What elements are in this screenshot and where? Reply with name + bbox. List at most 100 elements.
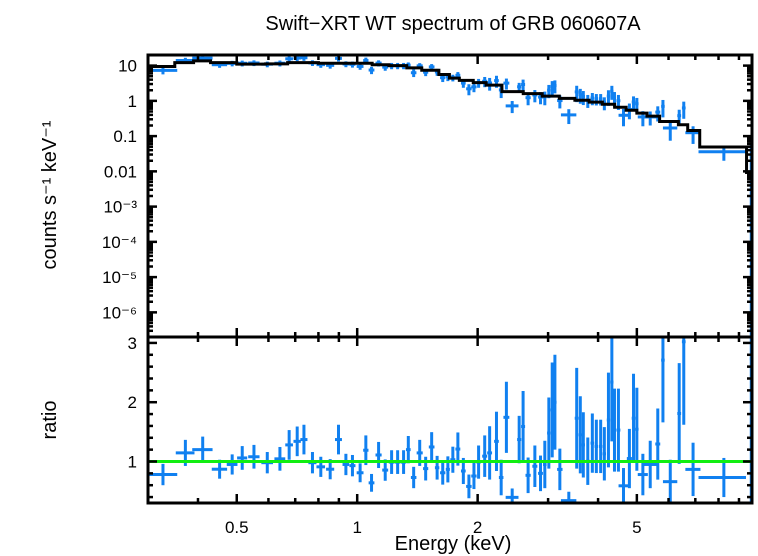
x-axis-label: Energy (keV) [395, 533, 512, 555]
ratio-data-point [226, 454, 238, 475]
ratio-data-point [698, 457, 746, 498]
ratio-data-point [375, 441, 382, 469]
ratio-data-point [482, 435, 488, 477]
spectrum-data-point [471, 82, 477, 93]
spectrum-data-point [368, 66, 375, 75]
ratio-data-point [192, 436, 213, 463]
spectrum-data-series [148, 55, 752, 337]
y-tick-label-spectrum: 10⁻³ [103, 198, 137, 217]
ratio-data-point [557, 448, 563, 491]
spectrum-data-point [560, 109, 577, 125]
spectrum-data-point [466, 84, 472, 96]
spectrum-data-point [521, 79, 526, 92]
y-tick-label-ratio: 1 [128, 453, 137, 472]
ratio-data-point [525, 457, 531, 494]
ratio-data-point [521, 390, 526, 463]
ratio-data-point [655, 408, 661, 480]
ratio-data-point [450, 446, 456, 473]
y-tick-label-spectrum: 10⁻⁵ [102, 268, 137, 287]
ratio-data-point [405, 436, 411, 464]
model-step-line [148, 59, 752, 174]
ratio-data-point [616, 388, 621, 472]
spectrum-data-point [503, 78, 510, 90]
y-tick-label-spectrum: 10⁻⁴ [102, 233, 137, 252]
axes [146, 53, 754, 505]
ratio-data-point [316, 456, 326, 477]
spectrum-data-point [581, 91, 585, 106]
ratio-data-point [574, 367, 579, 469]
ratio-data-point [237, 446, 248, 470]
ratio-data-point [598, 419, 603, 474]
ratio-data-point [661, 337, 665, 423]
y-tick-label-spectrum: 0.1 [113, 127, 137, 146]
ratio-panel-frame [146, 335, 754, 505]
ratio-data-point [662, 459, 678, 503]
spectrum-data-point [698, 146, 746, 161]
ratio-data-series [148, 337, 752, 503]
ratio-data-point [581, 412, 585, 478]
spectrum-data-point [655, 106, 661, 122]
spectrum-data-point [550, 81, 554, 96]
ratio-data-point [471, 462, 477, 490]
ratio-data-point [428, 432, 435, 462]
ratio-data-point [349, 454, 356, 477]
ratio-data-point [440, 460, 446, 485]
ratio-data-point [606, 372, 611, 468]
y-tick-label-spectrum: 0.01 [104, 162, 137, 181]
x-tick-label: 0.5 [225, 518, 249, 537]
spectrum-data-point [662, 121, 678, 141]
ratio-data-point [505, 488, 519, 503]
y-tick-label-ratio: 2 [128, 393, 137, 412]
ratio-data-point [626, 428, 632, 489]
tick-labels: 10 1 0.1 0.01 10⁻³ 10⁻⁴ 10⁻⁵ 10⁻⁶ 3 2 1 0.5 1 2 5 [102, 57, 642, 537]
y-tick-label-ratio: 3 [128, 334, 137, 353]
y-tick-label-spectrum: 10 [118, 57, 137, 76]
ratio-data-point [368, 473, 375, 492]
x-tick-label: 2 [473, 518, 482, 537]
ratio-data-point [681, 337, 686, 425]
spectrum-data-point [553, 80, 557, 94]
ratio-data-point [248, 444, 260, 469]
ratio-data-point [618, 468, 629, 503]
ratio-data-point [517, 415, 522, 464]
ratio-data-point [610, 337, 614, 442]
y-tick-label-spectrum: 10⁻⁶ [102, 303, 137, 322]
ratio-data-point [342, 453, 350, 476]
spectrum-data-point [410, 69, 417, 78]
ratio-data-point [612, 388, 617, 472]
ratio-data-point [410, 466, 417, 489]
ratio-data-point [300, 424, 308, 455]
x-tick-label: 5 [632, 518, 641, 537]
chart-title: Swift−XRT WT spectrum of GRB 060607A [265, 13, 641, 35]
spectrum-data-point [631, 96, 636, 111]
ratio-data-point [356, 463, 364, 483]
ratio-data-point [685, 442, 701, 497]
ratio-data-point [602, 427, 607, 481]
ratio-data-point [631, 373, 636, 463]
ratio-data-point [498, 459, 504, 496]
spectrum-data-point [618, 108, 629, 127]
ratio-data-point [293, 426, 301, 457]
spectrum-data-point [505, 101, 519, 114]
ratio-data-point [503, 381, 510, 453]
ratio-data-point [285, 430, 293, 460]
y-axis-label-ratio: ratio [39, 401, 61, 440]
ratio-data-point [487, 426, 493, 480]
ratio-data-point [553, 354, 557, 450]
ratio-data-point [547, 397, 551, 469]
ratio-data-point [677, 363, 682, 464]
ratio-data-point [590, 413, 595, 473]
spectrum-panel-frame [146, 53, 754, 339]
ratio-data-point [594, 419, 599, 474]
ratio-data-point [434, 455, 440, 480]
ratio-data-point [635, 387, 639, 471]
y-tick-label-spectrum: 1 [128, 92, 137, 111]
spectrum-data-point [661, 99, 665, 118]
spectrum-data-point [532, 90, 538, 103]
spectrum-data-point [681, 101, 686, 119]
spectrum-model-series [148, 59, 752, 174]
ratio-data-point [543, 440, 547, 489]
spectrum-data-point [594, 94, 599, 106]
ratio-data-point [643, 440, 657, 489]
